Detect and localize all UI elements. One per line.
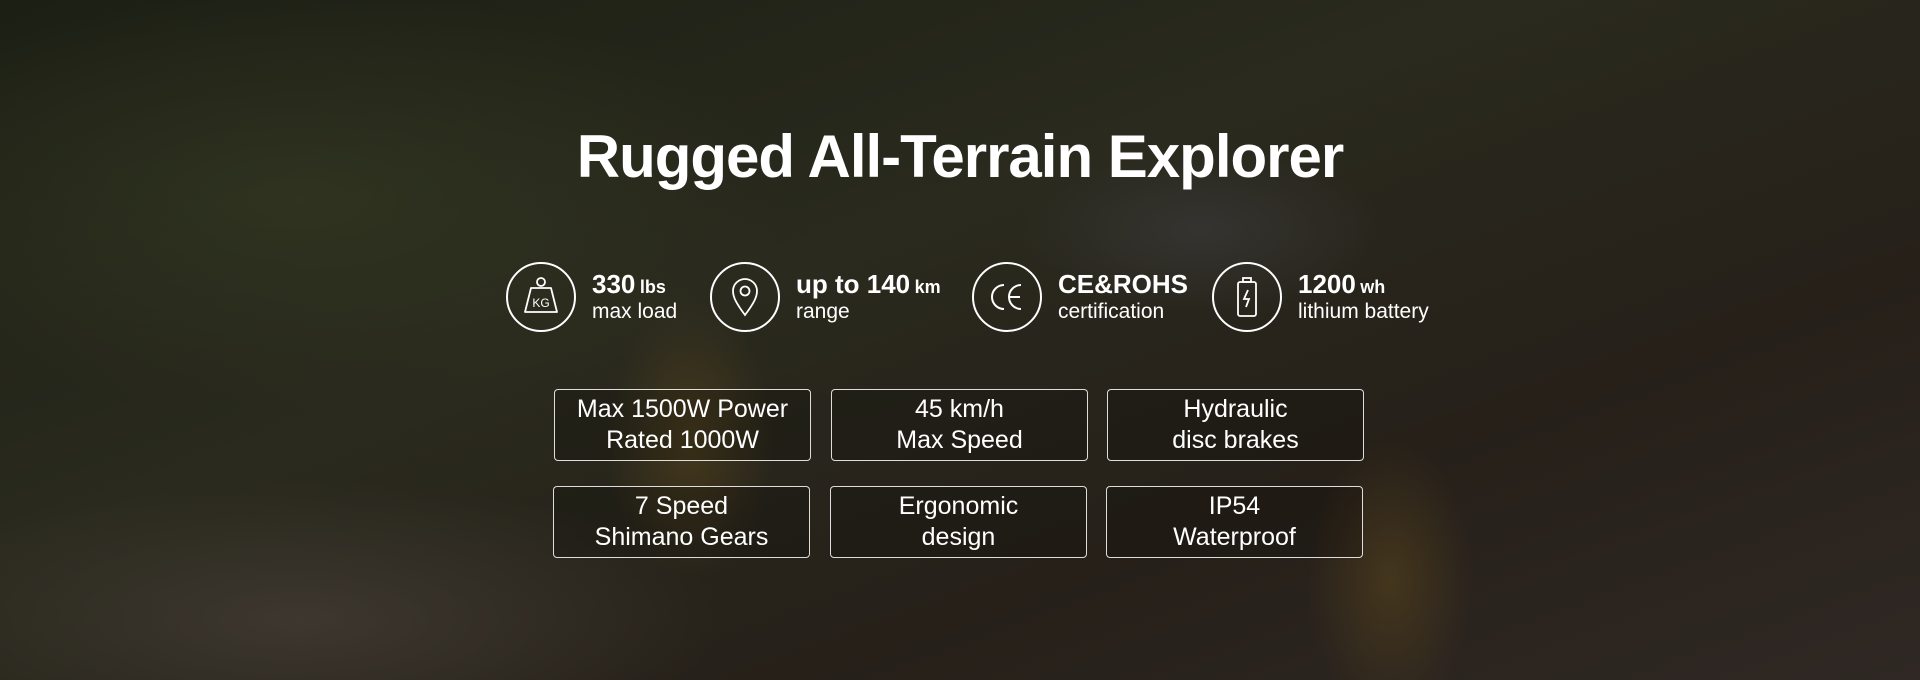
spec-line: 7 Speed [634,492,729,520]
spec-line: Rated 1000W [606,426,759,454]
feature-label: range [796,299,850,323]
feature-battery: 1200 wh lithium battery [1212,262,1429,332]
spec-gears: 7 Speed Shimano Gears [553,486,810,558]
feature-unit: wh [1360,276,1386,297]
spec-speed: 45 km/h Max Speed [831,389,1088,461]
feature-range: up to 140 km range [710,262,941,332]
spec-line: Waterproof [1173,523,1296,551]
spec-line: disc brakes [1172,426,1299,454]
feature-label: max load [592,299,678,323]
battery-icon [1212,262,1282,332]
kg-weight-icon: KG [506,262,576,332]
feature-value: CE&ROHS [1058,268,1189,299]
spec-line: Hydraulic [1183,395,1288,423]
spec-line: Shimano Gears [594,523,769,551]
feature-value: up to 140 [796,268,911,299]
spec-line: 45 km/h [915,395,1004,423]
page-title: Rugged All-Terrain Explorer [576,123,1344,190]
spec-ergonomic: Ergonomic design [830,486,1087,558]
spec-power: Max 1500W Power Rated 1000W [554,389,811,461]
feature-value: 330 [592,268,636,299]
feature-label: lithium battery [1298,299,1429,323]
location-pin-icon [710,262,780,332]
spec-line: Max Speed [896,426,1023,454]
spec-line: IP54 [1208,492,1261,520]
spec-waterproof: IP54 Waterproof [1106,486,1363,558]
feature-certification: CE&ROHS certification [972,262,1188,332]
feature-unit: lbs [639,276,666,297]
spec-line: design [921,523,996,551]
feature-max-load: KG 330 lbs max load [506,262,677,332]
spec-brakes: Hydraulic disc brakes [1107,389,1364,461]
feature-value: 1200 [1298,268,1356,299]
ce-mark-icon [972,262,1042,332]
feature-unit: km [914,276,941,297]
svg-text:KG: KG [532,296,549,310]
spec-line: Max 1500W Power [576,395,789,423]
feature-label: certification [1058,299,1165,323]
spec-line: Ergonomic [898,492,1019,520]
